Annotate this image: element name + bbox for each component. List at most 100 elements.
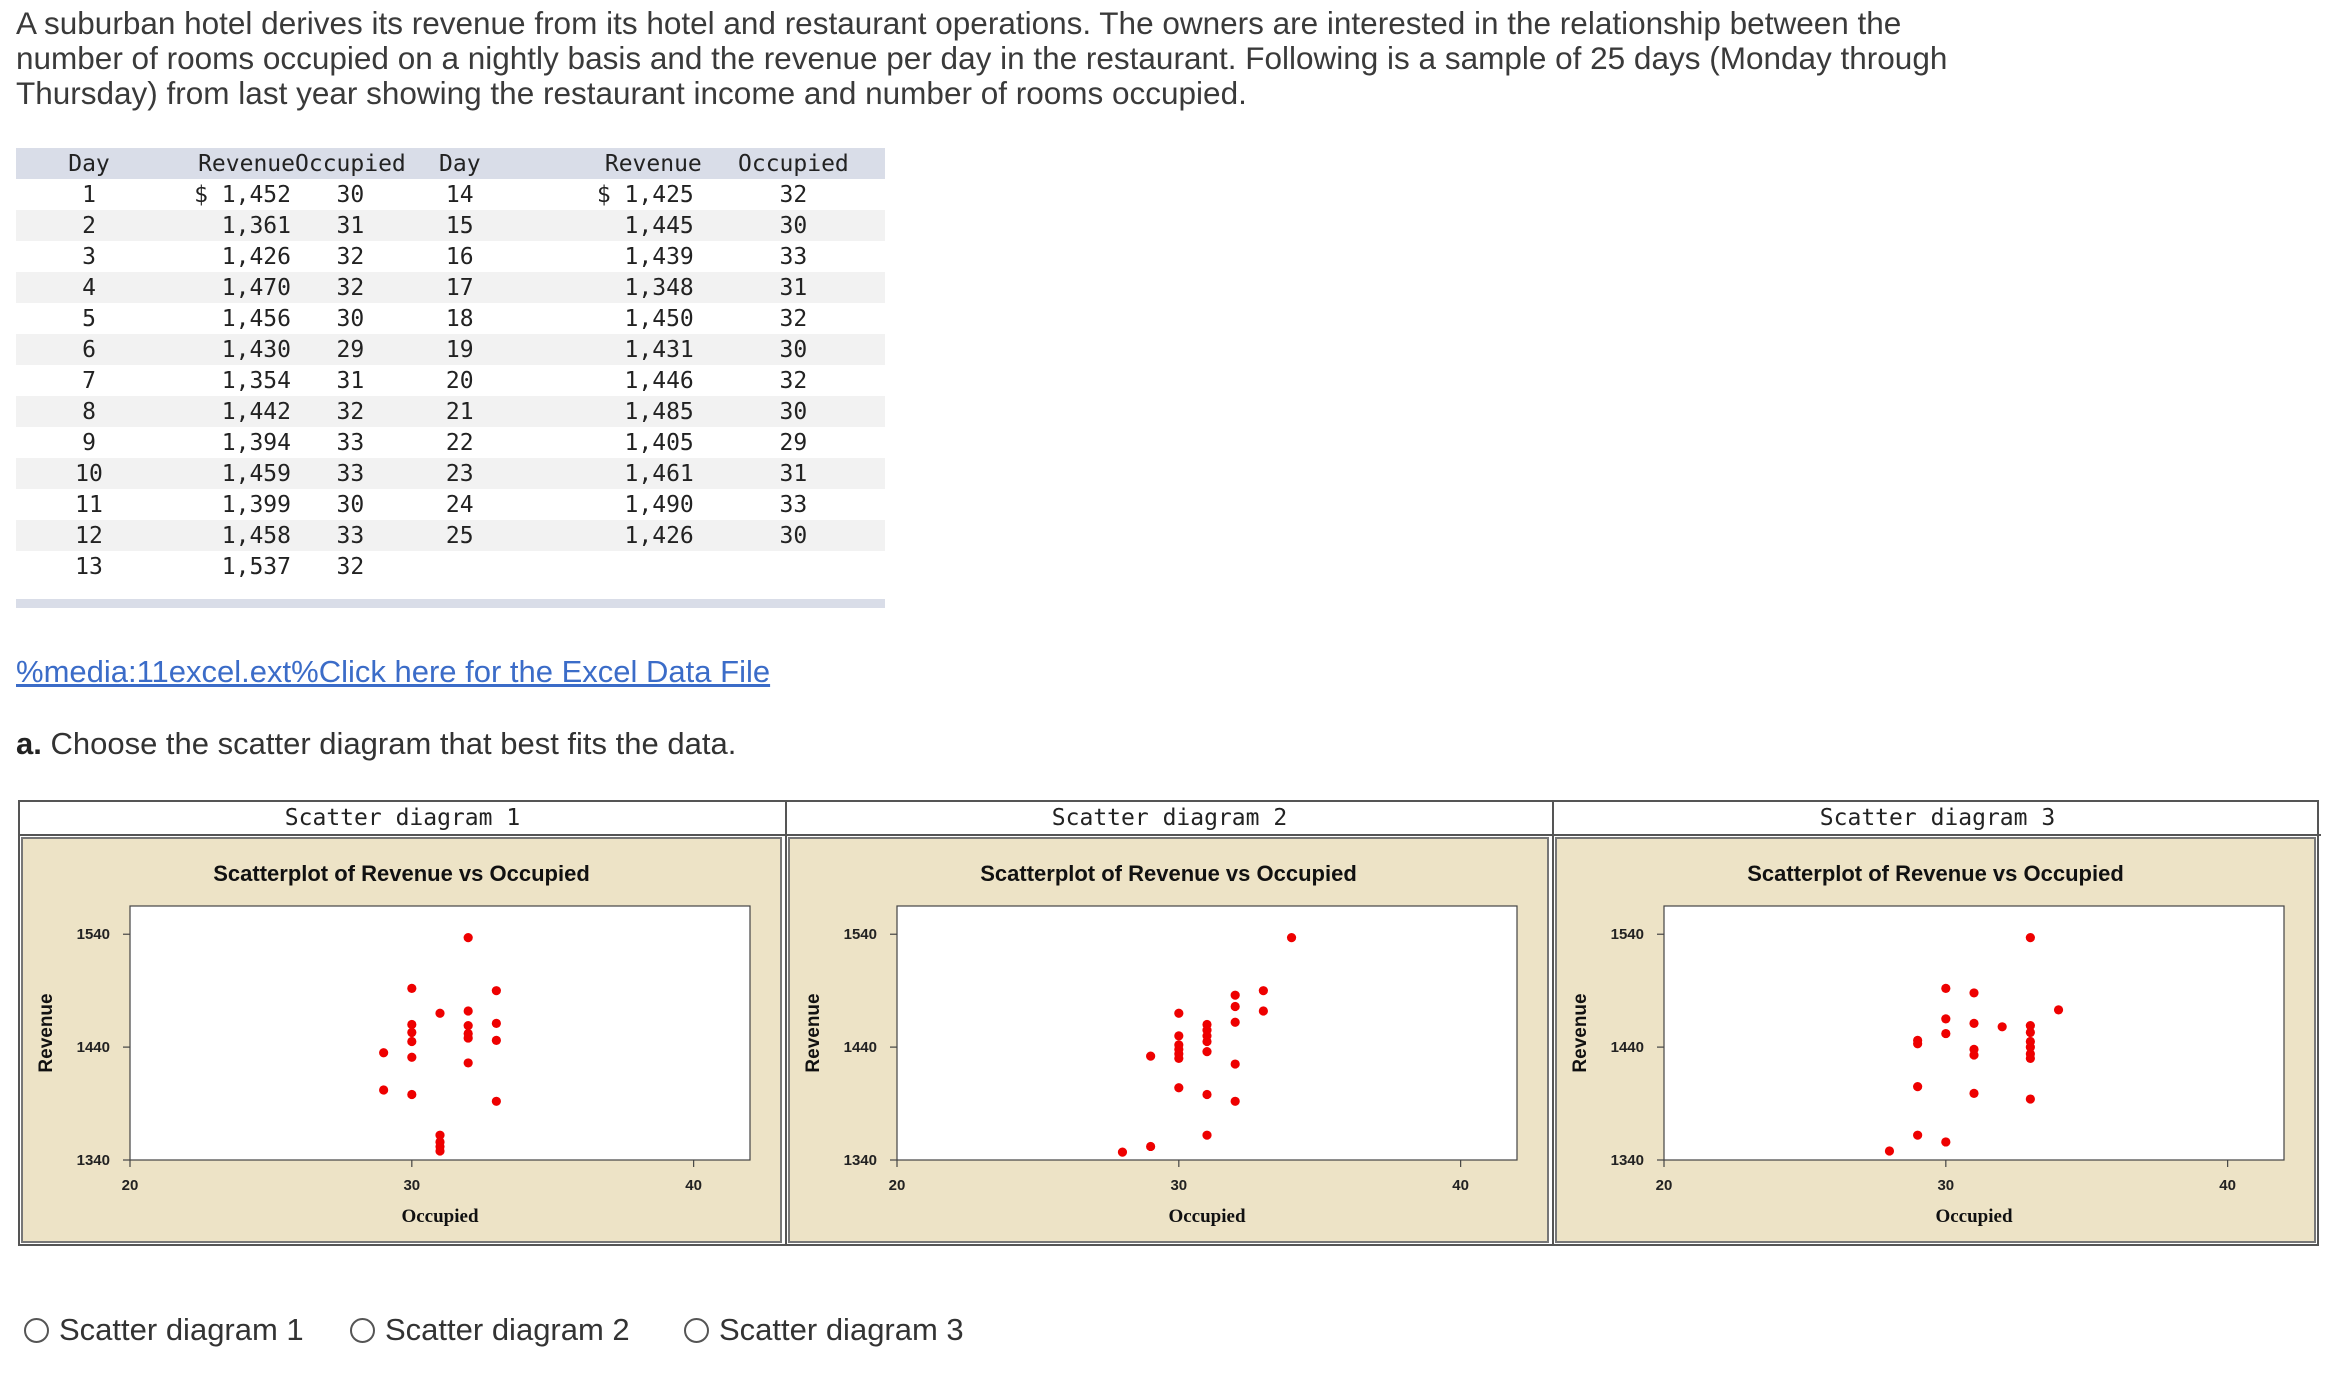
question-prefix: a. — [16, 726, 42, 761]
table-day: 8 — [16, 396, 162, 427]
y-tick-label: 1340 — [1611, 1152, 1644, 1169]
table-occupied: 33 — [336, 429, 365, 456]
question-a: a. Choose the scatter diagram that best … — [16, 726, 736, 762]
x-tick-label: 20 — [889, 1177, 906, 1194]
table-occupied: 33 — [779, 491, 808, 518]
data-point — [2053, 1005, 2064, 1015]
table-row: 4 1,470 32 17 1,348 31 — [16, 272, 885, 303]
header-day: Day — [405, 148, 514, 179]
y-tick-label: 1440 — [844, 1039, 877, 1056]
data-point — [1941, 1137, 1951, 1147]
x-tick-label: 40 — [1452, 1177, 1469, 1194]
table-row: 9 1,394 33 22 1,405 29 — [16, 427, 885, 458]
data-point — [1230, 990, 1240, 1000]
table-row: 6 1,430 29 19 1,431 30 — [16, 334, 885, 365]
x-tick-label: 30 — [403, 1177, 420, 1194]
data-point — [491, 986, 501, 996]
table-occupied: 30 — [336, 305, 365, 332]
plot-area — [129, 905, 751, 1161]
option-scatter-diagram-3[interactable]: Scatter diagram 3 — [684, 1312, 964, 1348]
x-axis-label: Occupied — [1935, 1206, 2012, 1227]
table-row: 1 $ 1,452 30 14 $ 1,425 32 — [16, 179, 885, 210]
data-point — [1202, 1047, 1212, 1057]
data-point — [1230, 1059, 1240, 1069]
table-day: 24 — [445, 491, 474, 518]
scatter-diagram-label: Scatter diagram 1 — [20, 802, 785, 836]
data-point — [407, 1089, 417, 1100]
table-revenue: 1,461 — [513, 458, 702, 489]
table-occupied: 30 — [336, 181, 365, 208]
table-revenue: 1,426 — [513, 520, 702, 551]
y-axis-label: Revenue — [36, 993, 57, 1072]
table-occupied: 30 — [701, 520, 885, 551]
data-point — [2025, 933, 2035, 943]
data-point — [1969, 1050, 1979, 1060]
data-point — [1941, 1028, 1951, 1039]
option-scatter-diagram-2[interactable]: Scatter diagram 2 — [350, 1312, 630, 1348]
table-revenue: 1,459 — [162, 458, 295, 489]
y-axis-label: Revenue — [803, 993, 824, 1072]
radio-button[interactable] — [350, 1317, 375, 1343]
data-point — [1146, 1141, 1156, 1152]
table-revenue: 1,442 — [162, 396, 295, 427]
table-day: 6 — [16, 334, 162, 365]
table-day: 3 — [82, 243, 96, 270]
table-day: 9 — [82, 429, 96, 456]
table-day: 12 — [16, 520, 162, 551]
data-point — [463, 1033, 473, 1043]
scatter-chart: Scatterplot of Revenue vs Occupied 1340 14… — [1555, 837, 2316, 1243]
table-day: 20 — [445, 367, 474, 394]
table-revenue: 1,470 — [162, 272, 295, 303]
y-tick-label: 1540 — [77, 926, 110, 943]
scatter-chart: Scatterplot of Revenue vs Occupied 1340 14… — [788, 837, 1549, 1243]
data-point — [435, 1008, 445, 1018]
table-revenue: $ 1,425 — [596, 181, 694, 208]
radio-button[interactable] — [24, 1317, 49, 1343]
radio-button[interactable] — [684, 1317, 709, 1343]
table-day: 4 — [16, 272, 162, 303]
excel-data-link[interactable]: %media:11excel.ext%Click here for the Ex… — [16, 654, 771, 689]
data-point — [1286, 933, 1297, 943]
data-point — [1258, 1006, 1268, 1016]
data-point — [1174, 1083, 1184, 1093]
data-point — [407, 1052, 417, 1062]
table-day: 13 — [75, 553, 103, 580]
table-revenue: 1,445 — [513, 210, 702, 241]
x-tick-label: 40 — [685, 1177, 702, 1194]
table-row: 8 1,442 32 21 1,485 30 — [16, 396, 885, 427]
data-point — [491, 1035, 501, 1045]
data-point — [1174, 1053, 1184, 1063]
y-tick-label: 1340 — [77, 1152, 110, 1169]
table-row: 13 1,537 32 — [16, 551, 885, 582]
data-point — [1258, 986, 1268, 996]
question-text: Choose the scatter diagram that best fit… — [41, 726, 737, 761]
data-point — [379, 1085, 389, 1095]
table-occupied: 31 — [295, 210, 406, 241]
table-day: 14 — [445, 181, 474, 208]
scatter-chart: Scatterplot of Revenue vs Occupied 1340 14… — [21, 837, 782, 1243]
table-occupied: 31 — [336, 367, 365, 394]
table-day: 21 — [405, 396, 514, 427]
y-axis-label: Revenue — [1570, 993, 1591, 1072]
header-day: Day — [16, 148, 162, 179]
data-point — [1969, 988, 1979, 998]
table-revenue: 1,405 — [624, 429, 694, 456]
data-point — [2025, 1094, 2035, 1104]
data-point — [463, 933, 473, 943]
scatter-diagram-2: Scatter diagram 2 Scatterplot of Revenue… — [787, 802, 1554, 1244]
option-label: Scatter diagram 2 — [385, 1312, 630, 1347]
option-scatter-diagram-1[interactable]: Scatter diagram 1 — [24, 1312, 304, 1348]
data-point — [2025, 1027, 2035, 1038]
data-point — [463, 1058, 473, 1068]
header-revenue: Revenue — [513, 148, 702, 179]
table-occupied: 29 — [295, 334, 406, 365]
x-tick-label: 20 — [122, 1177, 139, 1194]
table-occupied: 33 — [295, 520, 406, 551]
data-point — [1202, 1036, 1212, 1047]
data-point — [1913, 1130, 1923, 1140]
data-point — [1913, 1039, 1923, 1049]
table-revenue: 1,537 — [221, 553, 291, 580]
table-occupied: 30 — [701, 210, 885, 241]
table-occupied: 33 — [295, 458, 406, 489]
table-row: 11 1,399 30 24 1,490 33 — [16, 489, 885, 520]
